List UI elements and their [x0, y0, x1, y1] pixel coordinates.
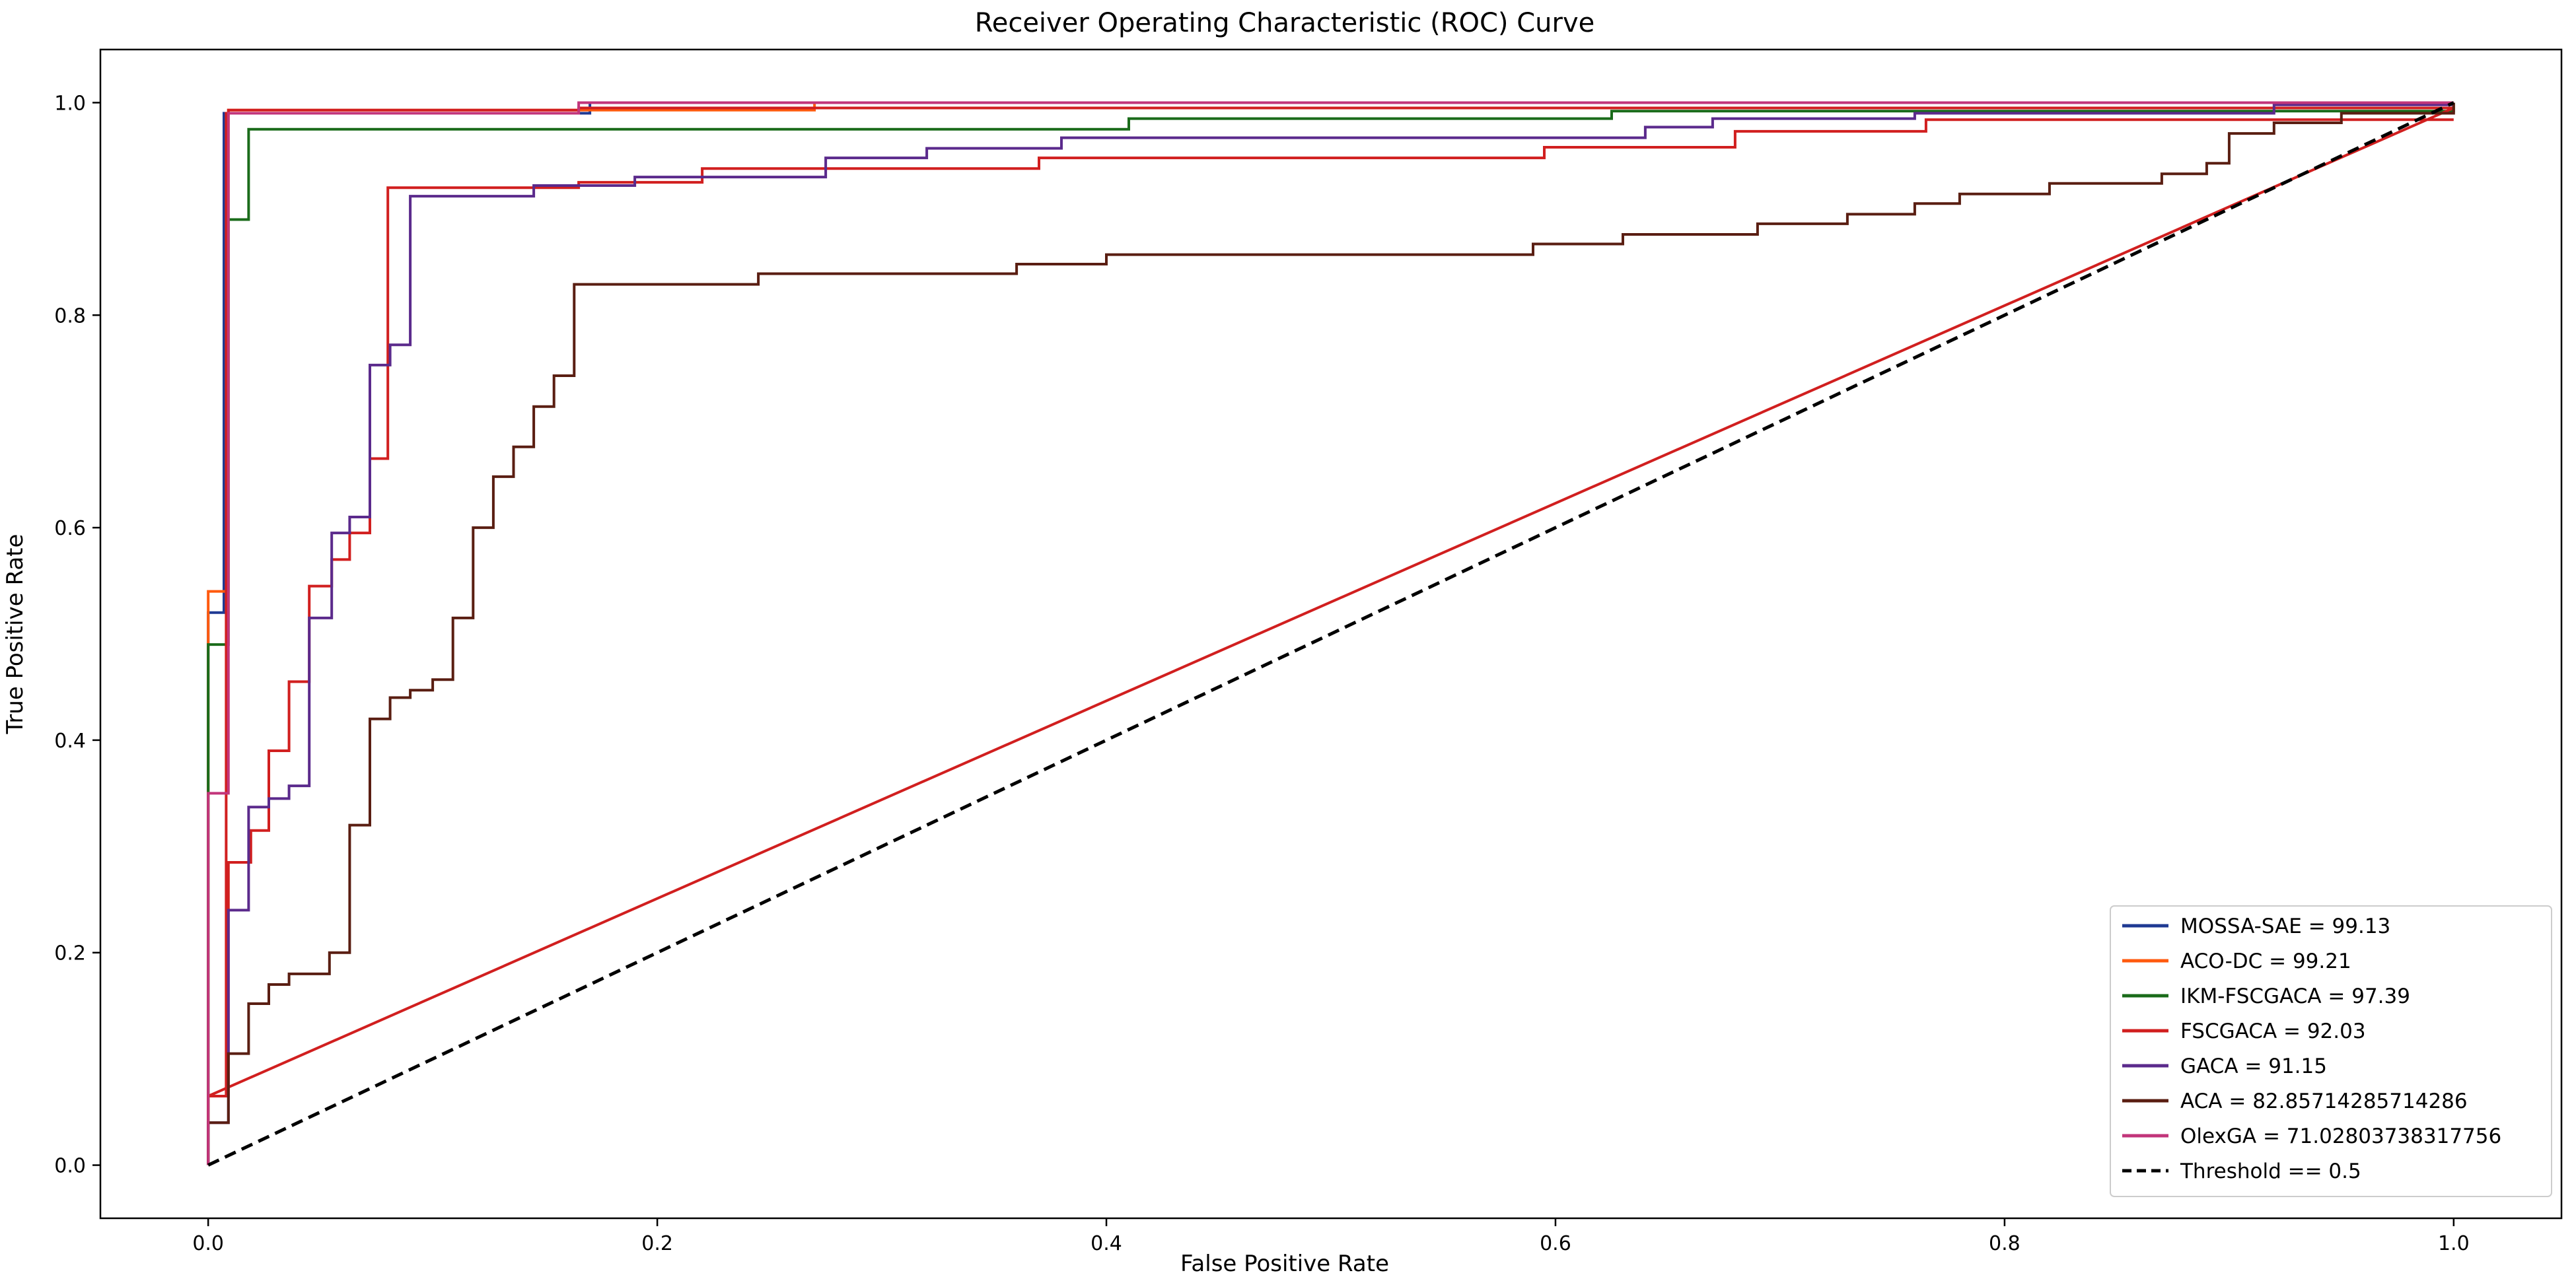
series-line-3	[207, 102, 2455, 1165]
legend-label: MOSSA-SAE = 99.13	[2180, 915, 2390, 938]
series-line-5	[207, 103, 2454, 1165]
x-tick-label: 0.4	[1091, 1232, 1122, 1255]
series-layer	[207, 101, 2455, 1167]
y-tick-label: 0.4	[54, 730, 86, 753]
legend-label: ACA = 82.85714285714286	[2180, 1090, 2468, 1113]
axis-ticks: 0.0 0.2 0.4 0.6 0.8 1.0 0.0 0.2 0.4 0.6 0.8 1.0	[54, 92, 2469, 1255]
x-tick-label: 0.8	[1989, 1232, 2021, 1255]
y-tick-label: 0.2	[54, 942, 86, 965]
series-line-8	[207, 101, 2454, 1167]
x-axis-label: False Positive Rate	[1180, 1251, 1389, 1277]
x-tick-label: 0.6	[1540, 1232, 1571, 1255]
legend-label: Threshold == 0.5	[2180, 1160, 2361, 1183]
x-tick-label: 1.0	[2438, 1232, 2470, 1255]
y-tick-label: 1.0	[54, 92, 86, 115]
y-tick-label: 0.0	[54, 1155, 86, 1178]
x-tick-label: 0.2	[641, 1232, 673, 1255]
plot-frame	[99, 48, 2563, 1220]
y-tick-label: 0.8	[54, 304, 86, 328]
legend-box	[2110, 905, 2552, 1197]
series-line-6	[207, 102, 2455, 1165]
legend-label: OlexGA = 71.02803738317756	[2180, 1125, 2501, 1148]
chart-title: Receiver Operating Characteristic (ROC) …	[975, 8, 1595, 38]
legend-label: FSCGACA = 92.03	[2180, 1020, 2366, 1043]
series-line-7	[207, 101, 2454, 1165]
y-tick-label: 0.6	[54, 517, 86, 540]
legend-label: GACA = 91.15	[2180, 1055, 2327, 1078]
legend-label: IKM-FSCGACA = 97.39	[2180, 985, 2410, 1008]
legend: MOSSA-SAE = 99.13 ACO-DC = 99.21 IKM-FSCGA…	[2110, 905, 2552, 1197]
y-axis-label: True Positive Rate	[2, 534, 28, 735]
legend-label: ACO-DC = 99.21	[2180, 950, 2351, 973]
x-tick-label: 0.0	[192, 1232, 224, 1255]
